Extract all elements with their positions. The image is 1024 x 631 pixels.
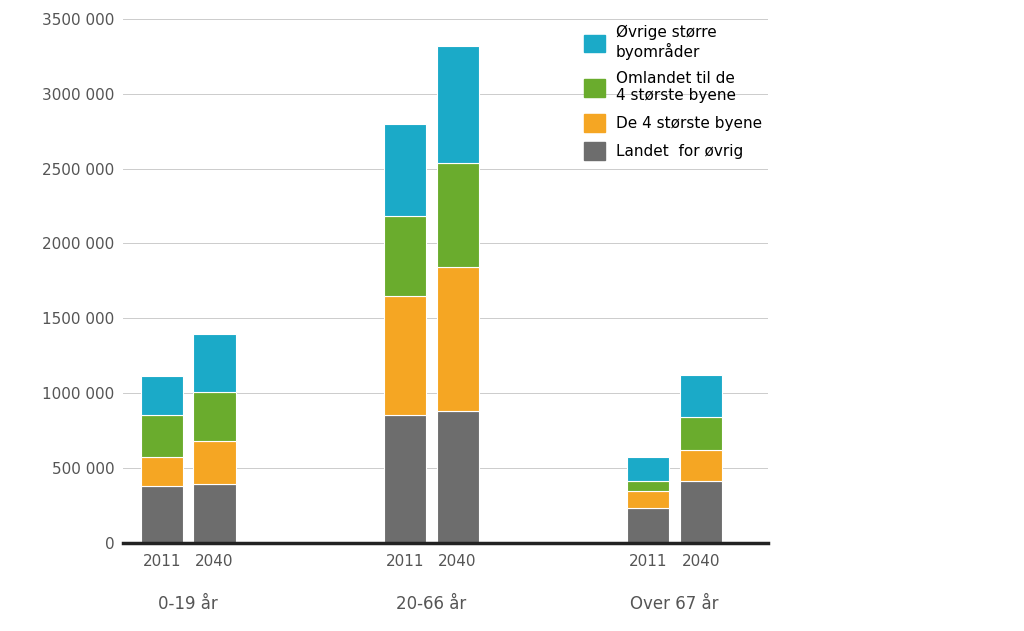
Bar <box>628 491 670 508</box>
Bar <box>628 508 670 543</box>
Bar <box>680 375 722 417</box>
Bar <box>436 46 478 163</box>
Legend: Øvrige større
byområder, Omlandet til de
4 største byene, De 4 største byene, La: Øvrige større byområder, Omlandet til de… <box>578 19 768 166</box>
Bar <box>680 450 722 481</box>
Bar <box>436 163 478 268</box>
Text: 20-66 år: 20-66 år <box>396 596 467 613</box>
Bar <box>194 334 236 391</box>
Bar <box>194 441 236 483</box>
Bar <box>384 415 426 543</box>
Bar <box>194 391 236 441</box>
Bar <box>628 457 670 481</box>
Bar <box>194 483 236 543</box>
Text: Over 67 år: Over 67 år <box>630 596 719 613</box>
Bar <box>436 268 478 411</box>
Bar <box>680 417 722 450</box>
Bar <box>141 415 183 457</box>
Bar <box>384 124 426 216</box>
Bar <box>384 216 426 296</box>
Bar <box>141 376 183 415</box>
Bar <box>141 486 183 543</box>
Bar <box>141 457 183 486</box>
Text: 0-19 år: 0-19 år <box>159 596 218 613</box>
Bar <box>680 481 722 543</box>
Bar <box>436 411 478 543</box>
Bar <box>384 296 426 415</box>
Bar <box>628 481 670 491</box>
